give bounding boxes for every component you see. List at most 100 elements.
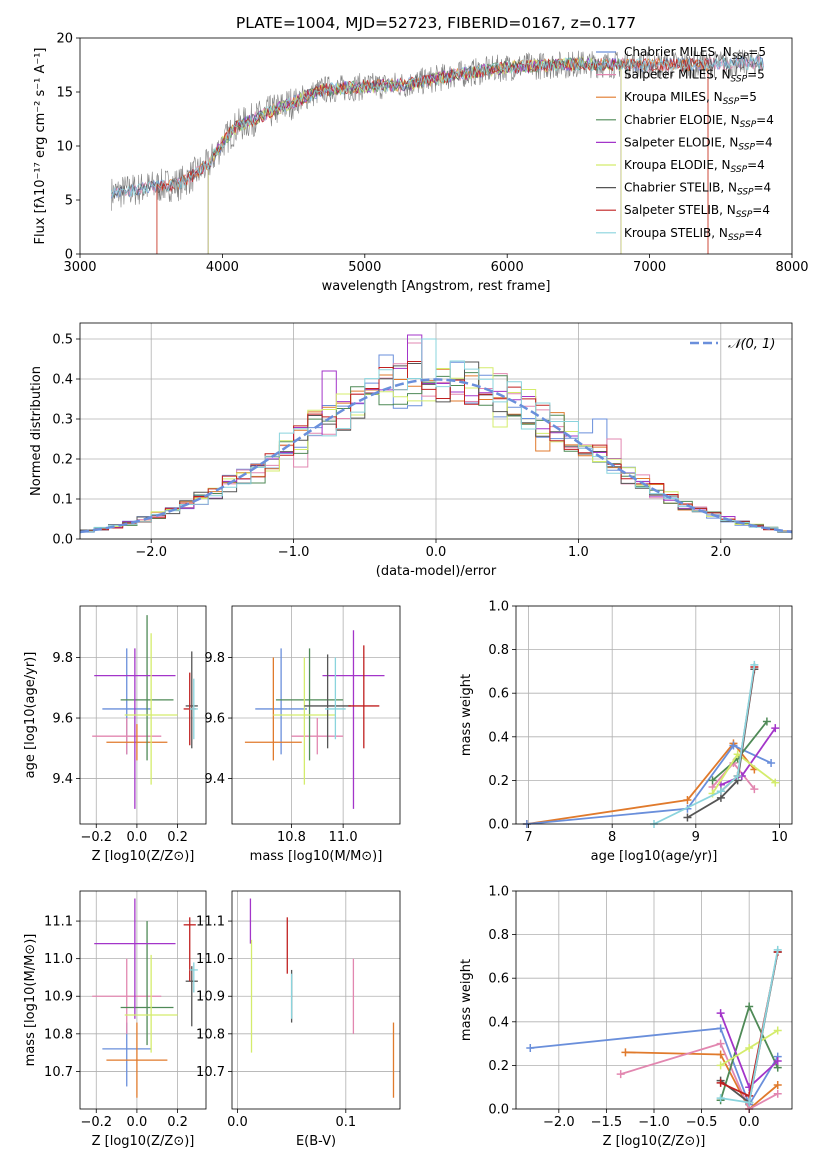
legend-subscript: SSP — [737, 188, 754, 198]
weight-marker-kroupa-stelib — [773, 945, 782, 954]
residual-panel: −2.0 −1.0 0.0 1.0 2.0 0.0 0.1 0.2 0.3 0.4 0.5 (data… — [29, 322, 793, 579]
weight-line-kroupa-miles — [526, 741, 756, 825]
x-tick-label: −1.0 — [278, 545, 310, 560]
mass-age-panel: 10.8 11.0 9.4 9.6 9.8 mass [log10(M/M⊙)] — [204, 605, 401, 864]
y-tick-label: 1.0 — [488, 600, 509, 615]
x-tick-label: 8000 — [775, 260, 808, 275]
legend-text: Salpeter MILES, N — [624, 68, 731, 82]
axes-frame — [515, 605, 793, 825]
legend-entry: Chabrier MILES, NSSP=5 — [624, 45, 766, 62]
weight-marker-salpeter-elodie — [716, 1009, 725, 1018]
y-tick-label: 11.0 — [44, 952, 73, 967]
y-tick-label: 0.2 — [488, 1059, 509, 1074]
y-tick-label: 0.0 — [488, 818, 509, 833]
x-tick-label: 0.0 — [127, 830, 148, 845]
y-tick-label: 10.8 — [196, 1027, 225, 1042]
weight-grid — [516, 890, 792, 1110]
ebv-mass-axes: 0.0 0.1 10.7 10.8 10.9 11.0 11.1 E(B-V) — [196, 890, 401, 1149]
y-tick-label: 0.2 — [488, 774, 509, 789]
weight-line-kroupa-miles — [625, 1051, 779, 1111]
spectrum-lines — [110, 49, 764, 254]
legend-tail: =4 — [752, 203, 770, 217]
y-tick-label: 11.1 — [44, 915, 73, 930]
gaussian-curve — [80, 378, 792, 534]
z-weight-panel: −2.0 −1.5 −1.0 −0.5 0.0 0.0 0.2 0.4 0.6 0.8 1.0 Z [… — [459, 885, 793, 1149]
axes-frame — [231, 890, 401, 1110]
y-tick-label: 1.0 — [488, 885, 509, 900]
legend-entry: 𝒩(0, 1) — [728, 337, 775, 352]
residual-histograms — [80, 323, 792, 540]
x-tick-label: 0.2 — [167, 1115, 188, 1130]
weight-marker-salpeter-miles — [616, 1070, 625, 1079]
legend-entry: Salpeter ELODIE, NSSP=4 — [624, 135, 773, 152]
x-tick-label: 7 — [524, 830, 532, 845]
y-axis-label: mass [log10(M/M⊙)] — [23, 934, 38, 1067]
weight-marker-salpeter-elodie — [771, 724, 780, 733]
residual-legend: 𝒩(0, 1) — [690, 337, 775, 352]
x-tick-label: 4000 — [206, 260, 239, 275]
errorbar-group — [249, 898, 395, 1098]
model-spectrum-kroupa-stelib — [110, 55, 764, 197]
weight-marker-salpeter-stelib — [716, 1078, 725, 1087]
errorbar-group — [244, 630, 385, 809]
weight-marker-kroupa-elodie — [771, 778, 780, 787]
y-axis-label: age [log10(age/yr)] — [23, 652, 38, 779]
legend-tail: =5 — [739, 90, 757, 104]
x-tick-label: 6000 — [491, 260, 524, 275]
spectrum-clip-group — [110, 49, 764, 254]
age-weight-axes: 7 8 9 10 0.0 0.2 0.4 0.6 0.8 1.0 age [log10(age/yr… — [459, 600, 793, 864]
legend-subscript: SSP — [738, 142, 755, 152]
weight-marker-kroupa-miles — [716, 1050, 725, 1059]
legend-entry: Salpeter MILES, NSSP=5 — [624, 68, 765, 85]
z-mass-panel: −0.2 0.0 0.2 10.7 10.8 10.9 11.0 11.1 Z [log10(Z… — [23, 890, 207, 1149]
x-tick-label: 5000 — [348, 260, 381, 275]
x-tick-label: 0.0 — [426, 545, 447, 560]
legend-text: Chabrier MILES, N — [624, 45, 732, 59]
weight-marker-salpeter-miles — [716, 1039, 725, 1048]
x-tick-label: 0.0 — [739, 1115, 760, 1130]
y-axis-label: Normed distribution — [29, 366, 44, 496]
legend-text: Kroupa STELIB, N — [624, 226, 728, 240]
mass-age-errorbars — [232, 606, 400, 824]
y-tick-label: 9.8 — [52, 651, 73, 666]
y-tick-label: 10.7 — [44, 1065, 73, 1080]
weight-line-chabrier-miles — [526, 744, 772, 825]
ebv-mass-errorbars — [232, 891, 400, 1109]
weight-marker-kroupa-miles — [621, 1048, 630, 1057]
weight-marker-kroupa-stelib — [750, 660, 759, 669]
legend-tail: =4 — [756, 113, 774, 127]
legend-tail: =4 — [755, 135, 773, 149]
legend-entry: Chabrier STELIB, NSSP=4 — [624, 181, 771, 198]
age-weight-lines — [516, 605, 792, 828]
axes-frame — [79, 605, 207, 825]
y-tick-label: 9.4 — [204, 772, 225, 787]
figure-title: PLATE=1004, MJD=52723, FIBERID=0167, z=0… — [236, 14, 636, 32]
age-weight-panel: 7 8 9 10 0.0 0.2 0.4 0.6 0.8 1.0 age [log10(age/yr… — [459, 600, 793, 864]
legend-subscript: SSP — [732, 52, 749, 62]
axes-frame — [231, 605, 401, 825]
weight-marker-kroupa-elodie — [773, 1026, 782, 1035]
y-tick-label: 0.0 — [52, 533, 73, 548]
x-axis-label: E(B-V) — [296, 1134, 336, 1149]
legend-entry: Kroupa STELIB, NSSP=4 — [624, 226, 762, 243]
y-axis-label: mass weight — [459, 674, 474, 756]
y-tick-label: 0.4 — [488, 730, 509, 745]
errorbar-grid — [80, 891, 206, 1109]
weight-marker-chabrier-miles — [526, 1043, 535, 1052]
spectrum-axes: 3000 4000 5000 6000 7000 8000 0 5 10 15 20 waveleng… — [33, 32, 809, 295]
x-tick-label: 8 — [608, 830, 616, 845]
weight-marker-salpeter-elodie — [773, 1057, 782, 1066]
x-tick-label: −0.2 — [80, 830, 112, 845]
y-tick-label: 0.3 — [52, 413, 73, 428]
x-tick-label: 2.0 — [710, 545, 731, 560]
y-tick-label: 0.6 — [488, 687, 509, 702]
legend-entry: Salpeter STELIB, NSSP=4 — [624, 203, 770, 220]
legend-text: Chabrier STELIB, N — [624, 181, 737, 195]
weight-marker-kroupa-stelib — [716, 1094, 725, 1103]
weight-marker-chabrier-miles — [716, 1024, 725, 1033]
x-tick-label: −0.2 — [80, 1115, 112, 1130]
legend-tail: =5 — [748, 45, 766, 59]
legend-entry: Kroupa ELODIE, NSSP=4 — [624, 158, 765, 175]
x-tick-label: 0.0 — [127, 1115, 148, 1130]
weight-marker-kroupa-stelib — [745, 1098, 754, 1107]
